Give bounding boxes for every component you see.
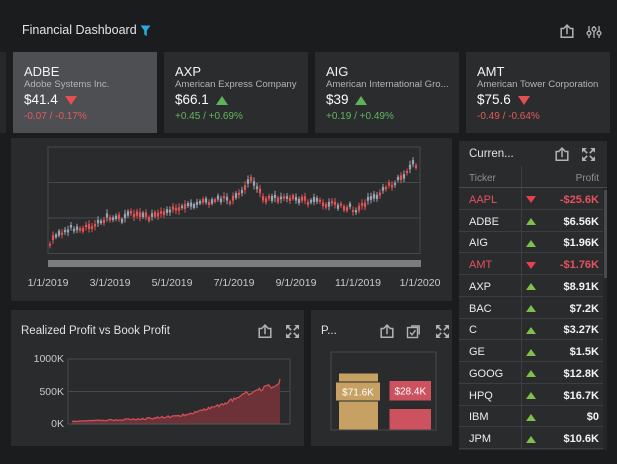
svg-text:$71.6K: $71.6K bbox=[342, 388, 374, 399]
svg-text:$28.4K: $28.4K bbox=[394, 387, 426, 398]
